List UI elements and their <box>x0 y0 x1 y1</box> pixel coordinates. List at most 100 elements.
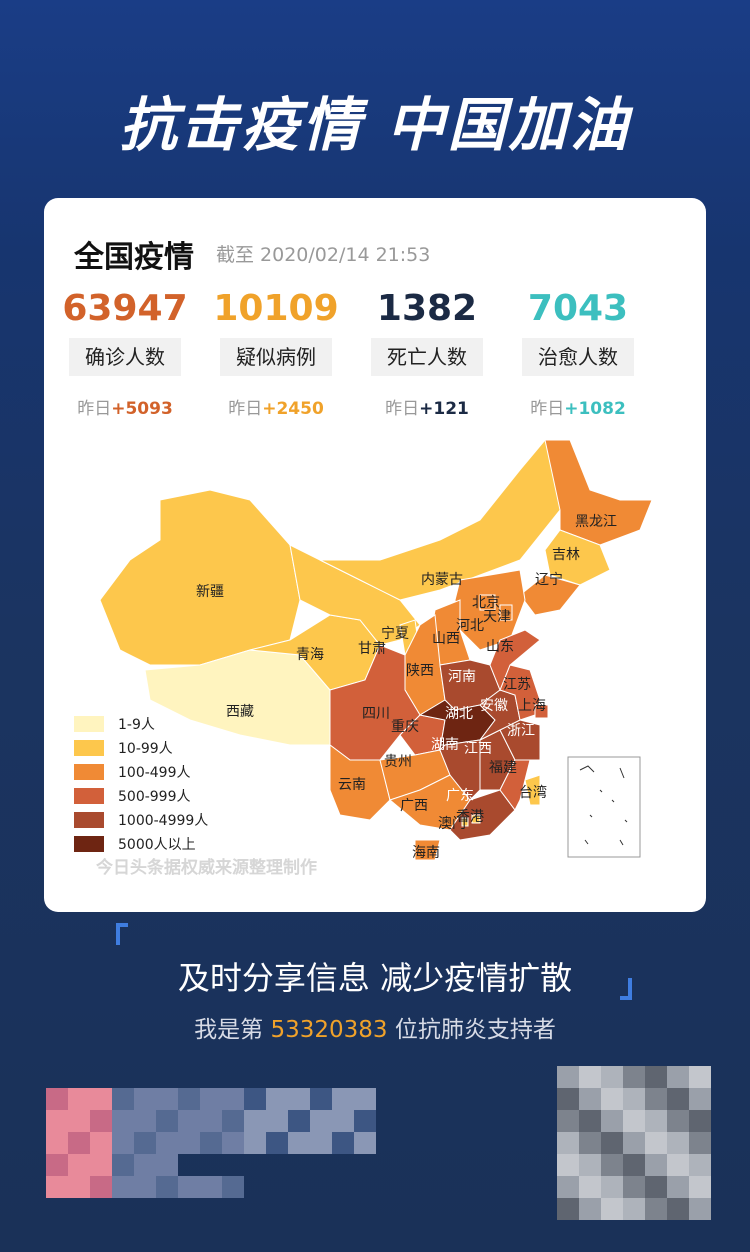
delta-value: +1082 <box>564 399 626 419</box>
mosaic-cell <box>222 1110 244 1132</box>
mosaic-cell <box>112 1154 134 1176</box>
mosaic-cell <box>134 1088 156 1110</box>
mosaic-cell <box>623 1154 645 1176</box>
mosaic-cell <box>288 1110 310 1132</box>
mosaic-cell <box>244 1088 266 1110</box>
legend-swatch <box>74 788 104 804</box>
mosaic-cell <box>645 1110 667 1132</box>
province <box>489 629 541 692</box>
mosaic-cell <box>557 1110 579 1132</box>
province-label: 黑龙江 <box>575 514 617 530</box>
supporter-suffix: 位抗肺炎支持者 <box>394 1017 556 1043</box>
mosaic-cell <box>310 1132 332 1154</box>
mosaic-cell <box>623 1176 645 1198</box>
mosaic-cell <box>579 1132 601 1154</box>
delta-prefix: 昨日 <box>530 399 565 419</box>
province-label: 福建 <box>489 760 517 776</box>
mosaic-cell <box>46 1132 68 1154</box>
delta-prefix: 昨日 <box>77 399 112 419</box>
province-label: 香港 <box>456 809 484 825</box>
mosaic-cell <box>689 1088 711 1110</box>
mosaic-cell <box>134 1132 156 1154</box>
mosaic-cell <box>332 1132 354 1154</box>
page-title: 抗击疫情 中国加油 <box>119 91 631 159</box>
mosaic-cell <box>68 1154 90 1176</box>
blurred-area <box>46 1066 711 1220</box>
source-note: 今日头条据权威来源整理制作 <box>96 857 317 878</box>
supporter-number: 53320383 <box>270 1017 388 1043</box>
legend-label: 1-9人 <box>118 717 155 733</box>
legend-swatch <box>74 716 104 732</box>
legend-label: 500-999人 <box>118 789 191 805</box>
mosaic-cell <box>645 1198 667 1220</box>
mosaic-cell <box>266 1088 288 1110</box>
mosaic-cell <box>601 1132 623 1154</box>
mosaic-cell <box>156 1176 178 1198</box>
delta-prefix: 昨日 <box>385 399 420 419</box>
mosaic-cell <box>354 1132 376 1154</box>
mosaic-cell <box>623 1198 645 1220</box>
mosaic-cell <box>90 1132 112 1154</box>
mosaic-cell <box>178 1132 200 1154</box>
mosaic-cell <box>667 1154 689 1176</box>
province-label: 广东 <box>446 788 474 804</box>
mosaic-cell <box>667 1110 689 1132</box>
mosaic-cell <box>46 1154 68 1176</box>
stat-value: 1382 <box>376 288 478 329</box>
stat-label: 疑似病例 <box>220 338 332 376</box>
province-label: 安徽 <box>480 698 508 714</box>
supporter-line: 我是第 53320383 位抗肺炎支持者 <box>0 1010 750 1044</box>
mosaic-cell <box>46 1110 68 1132</box>
mosaic-cell <box>579 1176 601 1198</box>
mosaic-cell <box>90 1176 112 1198</box>
stat-value: 63947 <box>62 288 188 329</box>
mosaic-cell <box>90 1110 112 1132</box>
mosaic-cell <box>134 1154 156 1176</box>
stat: 7043 治愈人数 昨日+1082 <box>503 288 653 419</box>
bracket <box>116 923 128 945</box>
mosaic-cell <box>623 1132 645 1154</box>
province-label: 海南 <box>412 845 440 861</box>
slogan: 及时分享信息 减少疫情扩散 <box>177 959 573 997</box>
mosaic-cell <box>244 1132 266 1154</box>
mosaic-cell <box>623 1110 645 1132</box>
province-label: 河南 <box>448 669 476 685</box>
mosaic-cell <box>667 1176 689 1198</box>
delta-value: +2450 <box>262 399 324 419</box>
province <box>461 817 469 827</box>
province-label: 贵州 <box>384 754 412 770</box>
mosaic-cell <box>200 1088 222 1110</box>
supporter-prefix: 我是第 <box>194 1017 264 1043</box>
mosaic-cell <box>46 1176 68 1198</box>
mosaic-cell <box>645 1132 667 1154</box>
province-label: 天津 <box>483 609 511 625</box>
province-label: 新疆 <box>196 584 224 600</box>
mosaic-cell <box>557 1154 579 1176</box>
stat-label: 治愈人数 <box>522 338 634 376</box>
province-label: 山西 <box>432 631 460 647</box>
province <box>519 574 581 616</box>
delta-value: +121 <box>419 399 469 419</box>
legend-swatch <box>74 812 104 828</box>
mosaic-cell <box>112 1110 134 1132</box>
south-sea-inset <box>567 756 641 858</box>
province <box>329 744 391 821</box>
mosaic-cell <box>579 1198 601 1220</box>
province-label: 吉林 <box>552 547 580 563</box>
mosaic-cell <box>200 1132 222 1154</box>
province-label: 陕西 <box>406 663 434 679</box>
mosaic-cell <box>134 1176 156 1198</box>
mosaic-cell <box>645 1066 667 1088</box>
mosaic-cell <box>601 1088 623 1110</box>
province-label: 河北 <box>456 618 484 634</box>
inset-islands <box>579 765 628 846</box>
mosaic-cell <box>667 1132 689 1154</box>
legend-label: 10-99人 <box>118 741 173 757</box>
mosaic-cell <box>288 1088 310 1110</box>
mosaic-cell <box>200 1110 222 1132</box>
stat: 63947 确诊人数 昨日+5093 <box>50 288 200 419</box>
mosaic-cell <box>557 1198 579 1220</box>
